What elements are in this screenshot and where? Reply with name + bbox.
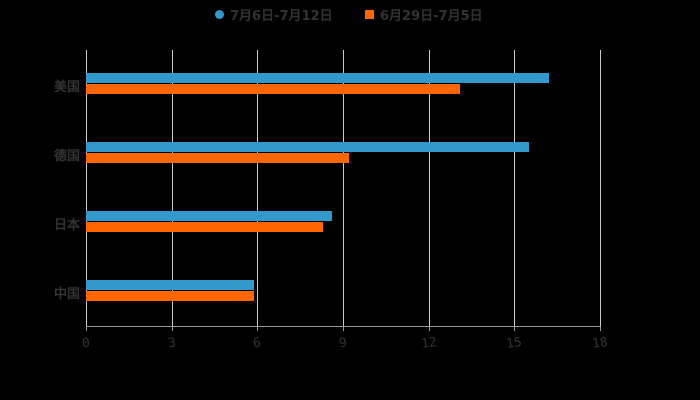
gridline	[257, 50, 259, 326]
x-tick-label: 0	[81, 335, 91, 352]
bar[interactable]	[86, 280, 255, 290]
axis-tick	[428, 326, 430, 331]
axis-tick	[600, 326, 601, 331]
legend-label: 7月6日-7月12日	[230, 9, 333, 24]
bar[interactable]	[86, 153, 349, 163]
category-label: 美国	[53, 80, 80, 95]
axis-tick	[86, 326, 87, 331]
bar[interactable]	[86, 73, 549, 83]
square-marker-icon	[365, 10, 374, 19]
x-tick-label: 3	[166, 335, 177, 352]
legend-item-series-1[interactable]: 7月6日-7月12日	[215, 5, 333, 24]
legend-label: 6月29日-7月5日	[380, 9, 483, 24]
gridline	[428, 50, 430, 326]
gridline	[600, 50, 601, 326]
gridline	[514, 50, 516, 326]
circle-marker-icon	[215, 10, 224, 19]
axis-tick	[343, 326, 344, 331]
bar[interactable]	[86, 222, 323, 232]
gridline	[171, 50, 173, 326]
bar[interactable]	[86, 211, 332, 221]
gridline	[86, 50, 87, 326]
category-label: 中国	[53, 287, 80, 302]
gridline	[343, 50, 344, 326]
x-tick-label: 18	[591, 334, 609, 353]
category-label: 日本	[53, 218, 80, 233]
bar[interactable]	[86, 84, 461, 94]
x-axis	[86, 326, 600, 327]
x-tick-label: 15	[505, 334, 524, 353]
x-tick-label: 6	[252, 335, 263, 352]
bar[interactable]	[86, 142, 529, 152]
axis-tick	[171, 326, 173, 331]
legend-item-series-2[interactable]: 6月29日-7月5日	[365, 5, 483, 24]
bar[interactable]	[86, 291, 255, 301]
axis-tick	[257, 326, 259, 331]
x-tick-label: 12	[419, 334, 438, 353]
chart-legend: 7月6日-7月12日 6月29日-7月5日	[0, 5, 700, 24]
category-label: 德国	[53, 149, 80, 164]
axis-tick	[514, 326, 516, 331]
x-tick-label: 9	[338, 335, 348, 352]
